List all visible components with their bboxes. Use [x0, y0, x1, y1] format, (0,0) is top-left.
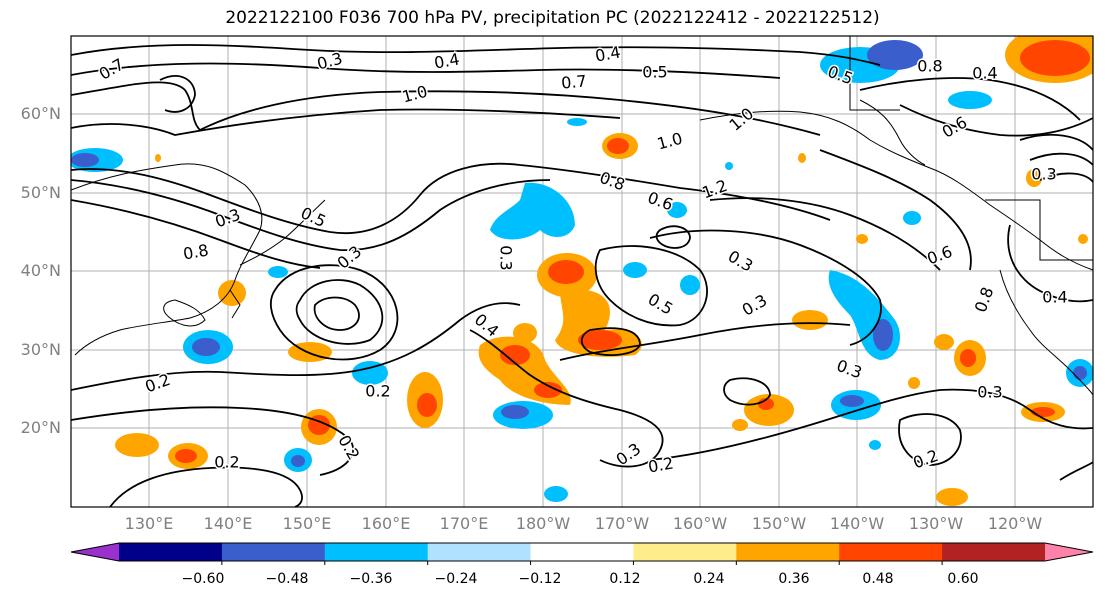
colorbar-tick-8: 0.36: [778, 571, 810, 587]
lon-label-180w: 180°W: [515, 514, 571, 533]
contour-label: 0.3: [1031, 165, 1056, 184]
colorbar-extend-max: [1045, 543, 1093, 561]
colorbar-tick-5: −0.12: [518, 571, 562, 587]
colorbar-tick-9: 0.48: [862, 571, 894, 587]
contour-label: 0.8: [917, 57, 942, 76]
contour-label: 0.3: [497, 245, 516, 270]
colorbar: [70, 542, 1094, 565]
colorbar-segment: [427, 543, 532, 561]
precip-negative: [71, 40, 1093, 502]
coastlines: [71, 36, 1093, 396]
plot-frame: [70, 35, 1094, 508]
colorbar-tick-6: 0.12: [609, 571, 641, 587]
colorbar-segment: [633, 543, 737, 561]
colorbar-tick-7: 0.24: [693, 571, 725, 587]
colorbar-segment: [839, 543, 943, 561]
colorbar-tick-1: −0.60: [181, 571, 225, 587]
colorbar-segment: [221, 543, 326, 561]
colorbar-tick-3: −0.36: [349, 571, 393, 587]
lat-label-50n: 50°N: [20, 183, 61, 202]
colorbar-tick-4: −0.24: [434, 571, 478, 587]
lon-label-130w: 130°W: [908, 514, 964, 533]
colorbar-segment: [530, 543, 634, 561]
lon-label-160e: 160°E: [361, 514, 411, 533]
colorbar-tick-10: 0.60: [947, 571, 979, 587]
lon-label-120w: 120°W: [987, 514, 1043, 533]
precip-positive: [115, 36, 1093, 506]
lon-label-170e: 170°E: [439, 514, 489, 533]
contour-label: 0.7: [560, 71, 587, 92]
map-title: 2022122100 F036 700 hPa PV, precipitatio…: [225, 8, 880, 28]
lon-label-130e: 130°E: [124, 514, 174, 533]
contour-label: 0.3: [977, 383, 1002, 402]
lon-label-150w: 150°W: [751, 514, 807, 533]
contour-label: 0.4: [972, 64, 997, 83]
lon-label-140e: 140°E: [203, 514, 253, 533]
lat-label-20n: 20°N: [20, 418, 61, 437]
contour-label: 0.4: [1042, 288, 1067, 307]
lon-label-140w: 140°W: [829, 514, 885, 533]
lat-label-30n: 30°N: [20, 340, 61, 359]
pv-contours: [71, 44, 1093, 507]
lon-label-170w: 170°W: [594, 514, 650, 533]
lat-label-60n: 60°N: [20, 104, 61, 123]
lat-label-40n: 40°N: [20, 261, 61, 280]
contour-label: 0.2: [214, 453, 239, 472]
colorbar-segment: [324, 543, 429, 561]
lon-label-160w: 160°W: [672, 514, 728, 533]
colorbar-outline: [70, 542, 1094, 562]
contour-label: 0.2: [365, 382, 390, 401]
colorbar-segment: [736, 543, 840, 561]
colorbar-extend-min: [71, 543, 119, 561]
lon-label-150e: 150°E: [282, 514, 332, 533]
colorbar-segment: [119, 543, 223, 561]
contour-label: 0.5: [642, 63, 667, 82]
colorbar-segment: [942, 543, 1046, 561]
colorbar-tick-2: −0.48: [265, 571, 309, 587]
